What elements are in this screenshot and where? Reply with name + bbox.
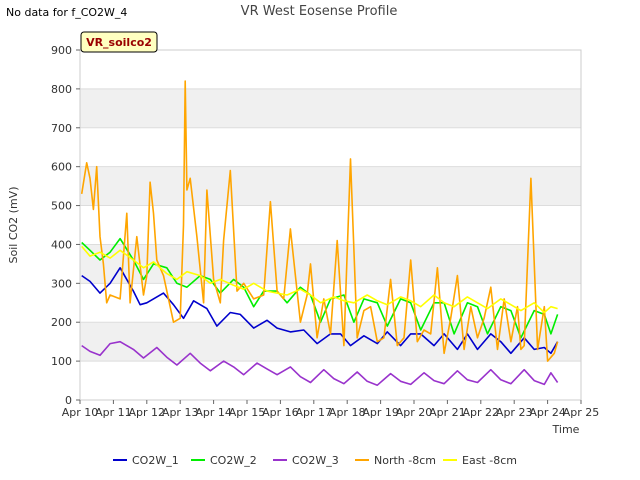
x-tick-label: Apr 15: [229, 406, 266, 419]
x-tick-label: Apr 20: [396, 406, 433, 419]
y-tick-label: 300: [51, 277, 72, 290]
x-tick-label: Apr 12: [129, 406, 166, 419]
series-line-east-8cm: [81, 245, 558, 314]
series-line-north-8cm: [80, 80, 559, 362]
x-tick-label: Apr 10: [62, 406, 99, 419]
plot-band: [80, 166, 581, 206]
y-tick-label: 400: [51, 238, 72, 251]
y-tick-label: 500: [51, 200, 72, 213]
x-tick-label: Apr 14: [195, 406, 232, 419]
plot-band: [80, 283, 581, 323]
plot-bands: [80, 50, 581, 400]
chart-title: VR West Eosense Profile: [241, 4, 398, 19]
plot-band: [80, 88, 581, 128]
x-tick-label: Apr 25: [563, 406, 600, 419]
legend-item: CO2W_3: [273, 454, 339, 467]
legend-item: North -8cm: [355, 454, 436, 467]
plot-band: [80, 50, 581, 89]
plot-band: [80, 361, 581, 400]
plot-band: [80, 127, 581, 167]
x-tick-label: Apr 19: [362, 406, 399, 419]
legend-label: CO2W_2: [210, 454, 257, 467]
y-tick-label: 100: [51, 355, 72, 368]
x-tick-label: Apr 24: [529, 406, 566, 419]
legend-label: East -8cm: [462, 454, 517, 467]
legend-item: East -8cm: [443, 454, 517, 467]
x-tick-label: Apr 16: [262, 406, 299, 419]
y-axis-ticks: 0 100 200 300 400 500 600 700 800 900: [51, 44, 80, 407]
site-label: VR_soilco2: [86, 36, 152, 49]
y-tick-label: 900: [51, 44, 72, 57]
plot-band: [80, 205, 581, 245]
site-label-box: VR_soilco2: [80, 31, 158, 53]
series-lines: [80, 80, 559, 387]
legend-label: CO2W_3: [292, 454, 339, 467]
x-axis-label: Time: [552, 423, 580, 436]
y-tick-label: 600: [51, 161, 72, 174]
y-tick-label: 700: [51, 122, 72, 135]
x-tick-label: Apr 11: [95, 406, 132, 419]
legend: CO2W_1 CO2W_2 CO2W_3 North -8cm East -8cm: [113, 454, 517, 467]
legend-label: North -8cm: [374, 454, 436, 467]
plot-frame: [79, 49, 582, 401]
legend-label: CO2W_1: [132, 454, 179, 467]
x-tick-label: Apr 18: [329, 406, 366, 419]
y-tick-label: 800: [51, 83, 72, 96]
series-line-co2w-1: [81, 266, 559, 355]
y-tick-label: 200: [51, 316, 72, 329]
series-line-co2w-3: [81, 340, 559, 387]
x-tick-label: Apr 22: [463, 406, 500, 419]
no-data-note: No data for f_CO2W_4: [6, 6, 128, 19]
x-tick-label: Apr 23: [496, 406, 533, 419]
y-tick-label: 0: [65, 394, 72, 407]
x-tick-label: Apr 13: [162, 406, 199, 419]
y-axis-label: Soil CO2 (mV): [7, 187, 20, 264]
x-tick-label: Apr 21: [429, 406, 466, 419]
legend-item: CO2W_1: [113, 454, 179, 467]
legend-item: CO2W_2: [191, 454, 257, 467]
x-tick-label: Apr 17: [296, 406, 333, 419]
